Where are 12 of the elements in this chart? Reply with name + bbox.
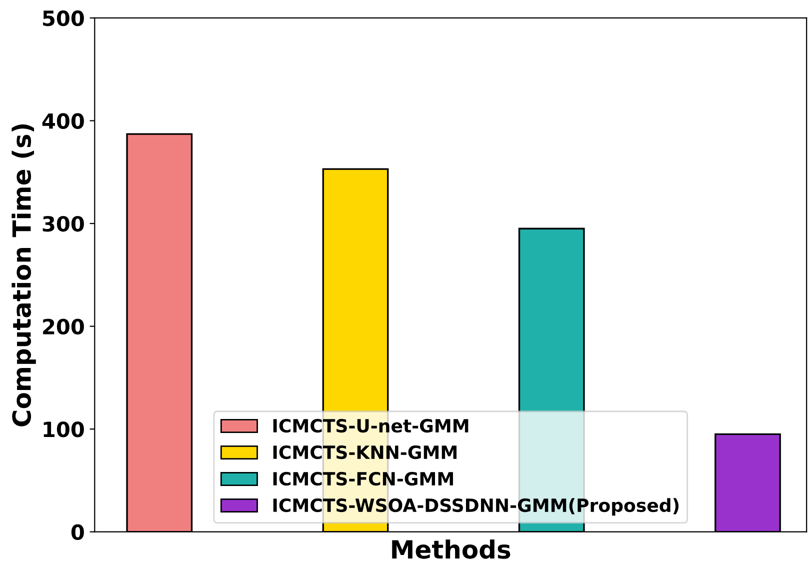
- x-axis-title: Methods: [392, 539, 510, 559]
- legend-label: ICMCTS-KNN-GMM: [273, 445, 456, 460]
- y-tick-label: 0: [71, 524, 84, 540]
- legend-label: ICMCTS-U-net-GMM: [273, 418, 468, 433]
- legend-label: ICMCTS-WSOA-DSSDNN-GMM(Proposed): [273, 498, 679, 516]
- y-tick-label: 300: [42, 216, 84, 232]
- y-tick-label: 500: [43, 10, 84, 26]
- legend-label: ICMCTS-FCN-GMM: [273, 472, 453, 486]
- y-tick-label: 100: [44, 422, 84, 438]
- y-tick-label: 200: [43, 318, 84, 334]
- y-tick-label: 400: [42, 113, 84, 129]
- y-axis-title: Computation Time (s): [12, 124, 36, 426]
